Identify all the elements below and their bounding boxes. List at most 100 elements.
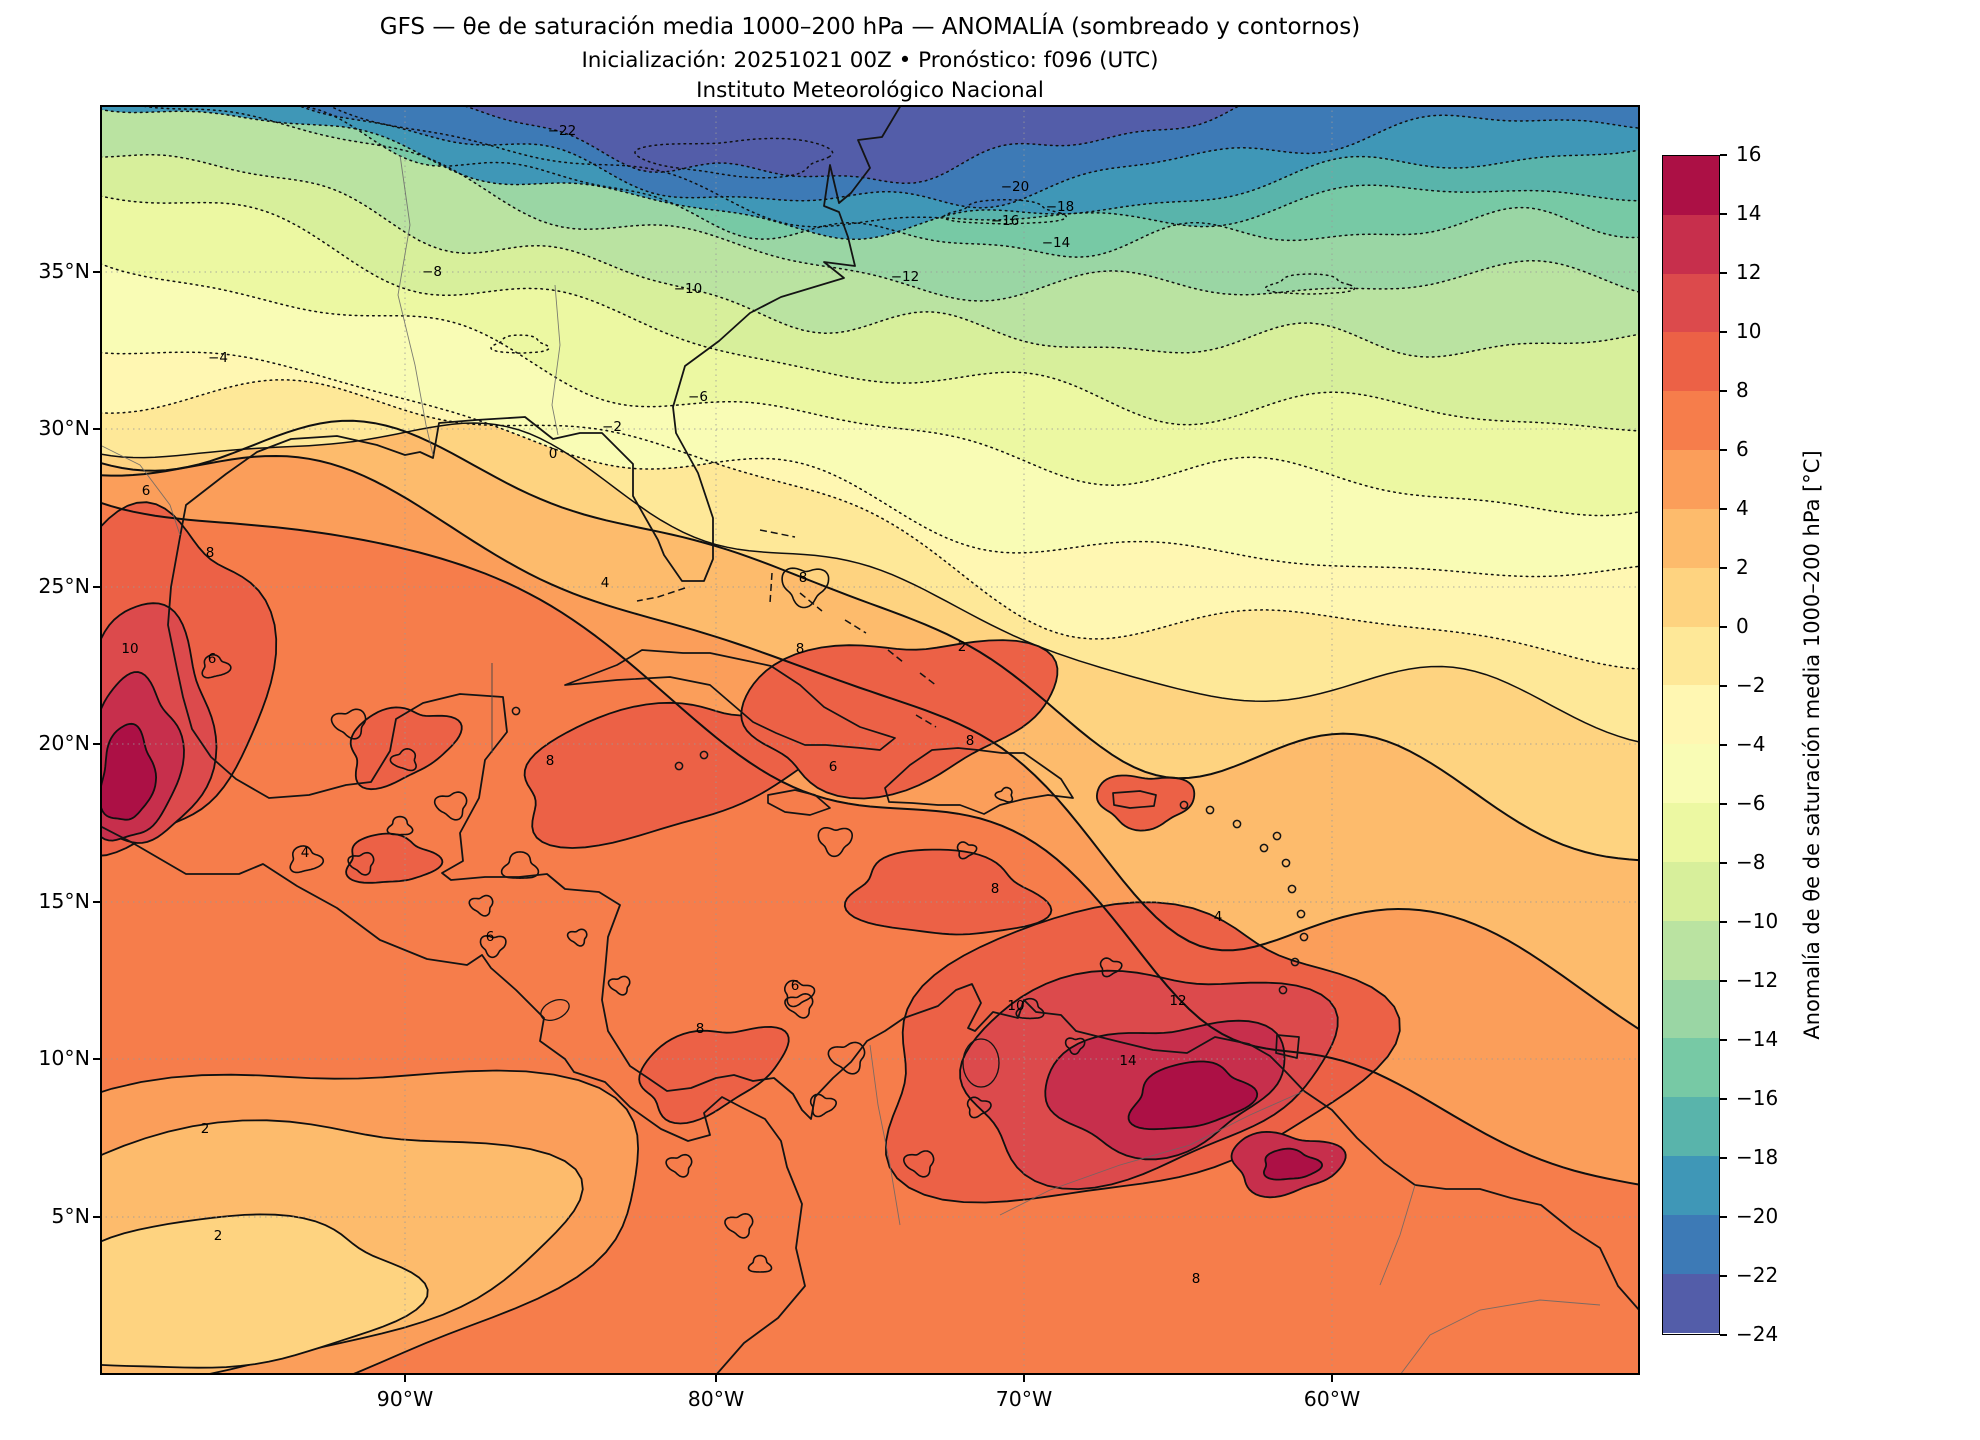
colorbar-tick-mark: [1720, 626, 1727, 628]
svg-text:14: 14: [1119, 1053, 1136, 1069]
svg-text:4: 4: [601, 575, 610, 591]
colorbar-band: [1663, 685, 1719, 745]
x-tick-mark: [404, 1375, 406, 1382]
svg-text:−8: −8: [422, 264, 442, 280]
svg-text:4: 4: [301, 845, 310, 861]
svg-text:8: 8: [696, 1021, 705, 1037]
colorbar-band: [1663, 450, 1719, 509]
y-tick-mark: [93, 1058, 100, 1060]
colorbar-tick-mark: [1720, 1157, 1727, 1159]
colorbar-tick-mark: [1720, 213, 1727, 215]
svg-text:−18: −18: [1046, 199, 1075, 215]
colorbar-tick-label: 10: [1736, 319, 1762, 343]
svg-text:−2: −2: [602, 419, 622, 435]
colorbar-tick-label: −24: [1736, 1322, 1779, 1346]
svg-text:2: 2: [214, 1228, 223, 1244]
y-tick-label: 25°N: [38, 574, 90, 598]
svg-text:−16: −16: [991, 213, 1020, 229]
colorbar-tick-mark: [1720, 1334, 1727, 1336]
chart-subtitle: Inicialización: 20251021 00Z • Pronóstic…: [581, 48, 1159, 73]
colorbar-tick-label: −14: [1736, 1027, 1779, 1051]
y-tick-mark: [93, 271, 100, 273]
colorbar-tick-mark: [1720, 154, 1727, 156]
colorbar-tick-label: −22: [1736, 1263, 1779, 1287]
x-tick-label: 60°W: [1303, 1387, 1361, 1411]
colorbar: [1662, 155, 1720, 1335]
chart-institution: Instituto Meteorológico Nacional: [696, 78, 1044, 103]
svg-text:6: 6: [829, 759, 838, 775]
svg-text:6: 6: [208, 651, 217, 667]
svg-text:−22: −22: [548, 123, 577, 139]
y-tick-mark: [93, 743, 100, 745]
colorbar-tick-label: 12: [1736, 260, 1762, 284]
colorbar-tick-label: 16: [1736, 142, 1762, 166]
x-tick-mark: [1331, 1375, 1333, 1382]
colorbar-tick-mark: [1720, 921, 1727, 923]
svg-text:6: 6: [791, 978, 800, 994]
svg-text:0: 0: [549, 446, 558, 462]
svg-text:−14: −14: [1042, 235, 1071, 251]
svg-text:10: 10: [1007, 998, 1024, 1014]
svg-text:−12: −12: [891, 269, 920, 285]
y-tick-label: 35°N: [38, 259, 90, 283]
colorbar-band: [1663, 1038, 1719, 1098]
colorbar-tick-label: −20: [1736, 1204, 1779, 1228]
svg-text:8: 8: [991, 881, 1000, 897]
svg-text:−4: −4: [208, 350, 228, 366]
colorbar-band: [1663, 626, 1719, 686]
y-tick-label: 5°N: [51, 1204, 90, 1228]
colorbar-tick-label: −18: [1736, 1145, 1779, 1169]
colorbar-tick-label: −16: [1736, 1086, 1779, 1110]
svg-text:8: 8: [206, 545, 215, 561]
colorbar-title: Anomalía de θe de saturación media 1000–…: [1800, 450, 1824, 1040]
colorbar-tick-label: −12: [1736, 968, 1779, 992]
svg-text:−6: −6: [688, 389, 708, 405]
colorbar-tick-label: 14: [1736, 201, 1762, 225]
colorbar-band: [1663, 1214, 1719, 1274]
colorbar-band: [1663, 979, 1719, 1039]
svg-text:8: 8: [796, 641, 805, 657]
svg-text:8: 8: [1192, 1271, 1201, 1287]
colorbar-band: [1663, 508, 1719, 568]
svg-text:6: 6: [142, 483, 151, 499]
y-tick-mark: [93, 586, 100, 588]
y-tick-label: 15°N: [38, 889, 90, 913]
colorbar-band: [1663, 1097, 1719, 1157]
colorbar-tick-label: 6: [1736, 437, 1749, 461]
colorbar-tick-mark: [1720, 1216, 1727, 1218]
colorbar-band: [1663, 214, 1719, 274]
y-tick-mark: [93, 428, 100, 430]
x-tick-mark: [715, 1375, 717, 1382]
svg-text:2: 2: [958, 639, 967, 655]
y-tick-label: 20°N: [38, 731, 90, 755]
colorbar-tick-label: 4: [1736, 496, 1749, 520]
y-tick-mark: [93, 901, 100, 903]
colorbar-band: [1663, 567, 1719, 627]
colorbar-tick-mark: [1720, 567, 1727, 569]
colorbar-band: [1663, 744, 1719, 804]
colorbar-tick-mark: [1720, 862, 1727, 864]
colorbar-tick-label: −2: [1736, 673, 1766, 697]
colorbar-tick-label: −8: [1736, 850, 1766, 874]
y-tick-label: 30°N: [38, 416, 90, 440]
svg-text:6: 6: [486, 929, 495, 945]
colorbar-band: [1663, 1273, 1719, 1333]
colorbar-band: [1663, 156, 1719, 215]
colorbar-tick-mark: [1720, 272, 1727, 274]
colorbar-band: [1663, 920, 1719, 980]
colorbar-tick-mark: [1720, 508, 1727, 510]
svg-text:12: 12: [1169, 993, 1186, 1009]
colorbar-band: [1663, 273, 1719, 333]
svg-text:4: 4: [1214, 909, 1223, 925]
colorbar-tick-label: −10: [1736, 909, 1779, 933]
colorbar-tick-mark: [1720, 803, 1727, 805]
colorbar-tick-mark: [1720, 980, 1727, 982]
colorbar-tick-label: −4: [1736, 732, 1766, 756]
y-tick-mark: [93, 1216, 100, 1218]
colorbar-tick-mark: [1720, 1098, 1727, 1100]
x-tick-label: 90°W: [376, 1387, 434, 1411]
svg-text:−10: −10: [674, 281, 703, 297]
x-tick-label: 70°W: [995, 1387, 1053, 1411]
colorbar-band: [1663, 1156, 1719, 1215]
